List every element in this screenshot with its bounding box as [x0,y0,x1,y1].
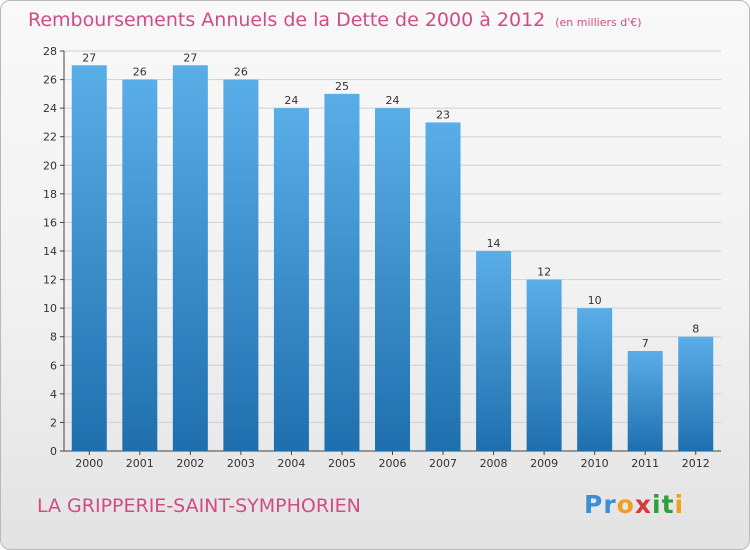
bar [71,65,107,452]
y-tick-label: 4 [50,388,57,401]
bars [71,65,714,452]
bar [627,351,663,451]
logo-letter: P [584,490,604,519]
data-label: 27 [82,51,96,64]
y-tick-label: 2 [50,416,57,429]
chart-unit: (en milliers d'€) [555,16,642,29]
data-label: 26 [234,66,248,79]
data-label: 24 [284,94,298,107]
logo-letter: x [634,490,652,519]
y-tick-label: 10 [43,302,57,315]
logo-letter: o [616,490,635,519]
bar [577,308,613,451]
bar [273,108,309,452]
data-label: 8 [692,323,699,336]
data-label: 7 [642,337,649,350]
bar [476,251,512,451]
y-tick-label: 24 [43,102,57,115]
y-tick-label: 12 [43,274,57,287]
y-tick-label: 16 [43,216,57,229]
y-tick-label: 18 [43,188,57,201]
data-label: 26 [133,66,147,79]
y-tick-label: 6 [50,359,57,372]
x-tick-label: 2000 [75,457,103,470]
y-tick-label: 22 [43,131,57,144]
y-tick-label: 8 [50,331,57,344]
y-tick-label: 20 [43,159,57,172]
data-label: 27 [183,51,197,64]
x-tick-label: 2010 [581,457,609,470]
bar [223,79,259,452]
y-tick-label: 26 [43,74,57,87]
data-label: 10 [588,294,602,307]
chart-title-block: Remboursements Annuels de la Dette de 20… [28,9,642,31]
proxiti-logo: Proxiti [584,490,684,519]
y-tick-label: 14 [43,245,57,258]
bar [425,122,461,451]
logo-letter: i [674,490,685,519]
commune-name: LA GRIPPERIE-SAINT-SYMPHORIEN [37,495,361,517]
y-tick-label: 0 [50,445,57,458]
x-tick-label: 2005 [328,457,356,470]
x-tick-label: 2012 [682,457,710,470]
x-tick-label: 2004 [277,457,305,470]
logo-letter: i [652,490,662,519]
x-tick-label: 2007 [429,457,457,470]
bar [172,65,208,452]
bar [526,279,562,451]
data-label: 24 [386,94,400,107]
logo-letter: r [603,490,617,519]
bar [375,108,410,452]
bar [324,93,360,451]
data-label: 25 [335,80,349,93]
data-label: 12 [537,266,551,279]
x-tick-label: 2009 [530,457,558,470]
bar [678,336,714,451]
x-tick-label: 2003 [227,457,255,470]
x-tick-label: 2011 [631,457,659,470]
y-tick-label: 28 [43,45,57,58]
chart-title: Remboursements Annuels de la Dette de 20… [28,9,546,31]
data-label: 14 [487,237,501,250]
x-tick-label: 2001 [126,457,154,470]
x-tick-label: 2002 [176,457,204,470]
data-label: 23 [436,108,450,121]
x-tick-label: 2008 [480,457,508,470]
bar [122,79,158,452]
x-tick-label: 2006 [379,457,407,470]
data-labels: 27 26 27 26 24 25 24 23 14 12 10 7 8 [82,51,699,350]
logo-letter: t [661,490,675,519]
